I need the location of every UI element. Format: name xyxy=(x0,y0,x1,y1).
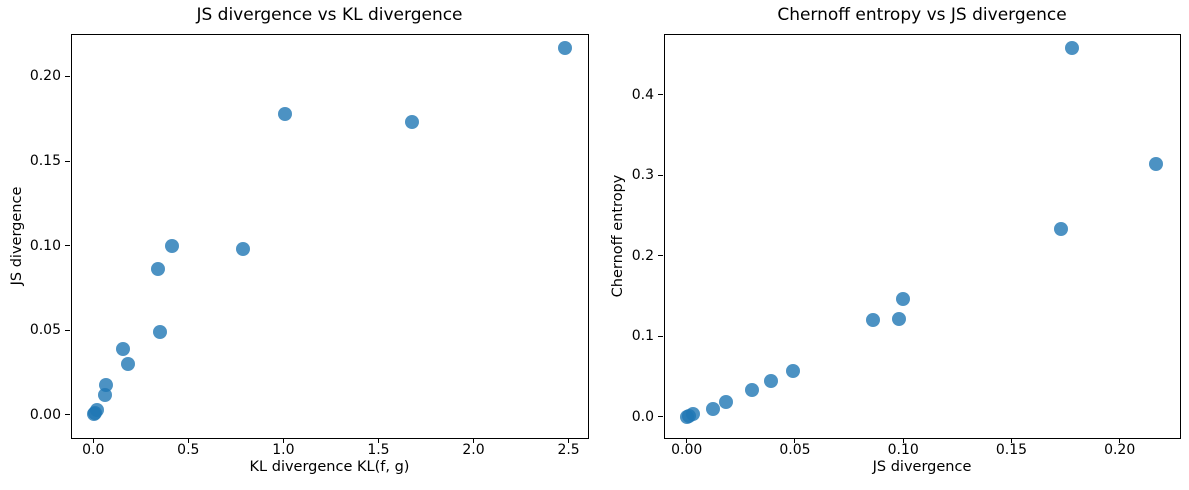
y-tick-label: 0.3 xyxy=(631,167,654,184)
x-tick-label: 0.5 xyxy=(177,442,200,458)
chart-title: JS divergence vs KL divergence xyxy=(196,5,463,25)
y-tick-mark xyxy=(65,329,70,331)
scatter-point xyxy=(865,313,880,328)
y-tick-mark xyxy=(65,414,70,416)
x-tick-label: 0.00 xyxy=(671,442,703,458)
y-tick-label: 0.05 xyxy=(29,322,61,339)
x-tick-label: 0.10 xyxy=(887,442,919,458)
scatter-point xyxy=(785,363,800,378)
y-tick-label: 0.20 xyxy=(29,68,61,85)
y-tick-label: 0.10 xyxy=(29,237,61,254)
scatter-point xyxy=(121,357,136,372)
scatter-point xyxy=(235,242,250,257)
x-tick-label: 0.0 xyxy=(82,442,105,458)
y-tick-label: 0.1 xyxy=(631,328,654,345)
y-tick-mark xyxy=(65,160,70,162)
scatter-point xyxy=(98,377,113,392)
y-tick-label: 0.00 xyxy=(29,406,61,423)
scatter-point xyxy=(744,383,759,398)
scatter-point xyxy=(89,403,104,418)
x-tick-mark xyxy=(282,438,284,443)
y-tick-label: 0.4 xyxy=(631,86,654,103)
x-tick-mark xyxy=(902,438,904,443)
x-tick-label: 0.20 xyxy=(1104,442,1136,458)
scatter-point xyxy=(1065,41,1080,56)
x-tick-mark xyxy=(794,438,796,443)
scatter-point xyxy=(405,115,420,130)
x-tick-mark xyxy=(92,438,94,443)
x-tick-label: 1.0 xyxy=(272,442,295,458)
x-tick-label: 2.5 xyxy=(557,442,580,458)
scatter-point xyxy=(151,262,166,277)
scatter-point xyxy=(115,341,130,356)
chart-title: Chernoff entropy vs JS divergence xyxy=(777,5,1067,25)
scatter-point xyxy=(705,401,720,416)
x-tick-label: 2.0 xyxy=(462,442,485,458)
y-tick-label: 0.0 xyxy=(631,408,654,425)
plot-area xyxy=(71,34,589,439)
x-tick-label: 0.15 xyxy=(995,442,1028,458)
x-tick-mark xyxy=(377,438,379,443)
x-tick-mark xyxy=(187,438,189,443)
scatter-point xyxy=(1149,157,1164,172)
x-tick-mark xyxy=(686,438,688,443)
y-tick-mark xyxy=(658,94,663,96)
scatter-point xyxy=(896,291,911,306)
y-axis-label: Chernoff entropy xyxy=(610,174,626,298)
scatter-point xyxy=(891,311,906,326)
y-tick-mark xyxy=(658,416,663,418)
x-tick-mark xyxy=(1010,438,1012,443)
scatter-point xyxy=(718,394,733,409)
x-axis-label: JS divergence xyxy=(872,459,972,475)
scatter-point xyxy=(557,40,572,55)
scatter-point xyxy=(764,373,779,388)
y-tick-label: 0.2 xyxy=(631,247,654,264)
scatter-point xyxy=(278,106,293,121)
x-tick-mark xyxy=(568,438,570,443)
x-tick-label: 0.05 xyxy=(779,442,811,458)
y-tick-label: 0.15 xyxy=(29,153,61,170)
x-tick-label: 1.5 xyxy=(367,442,390,458)
x-tick-mark xyxy=(473,438,475,443)
scatter-point xyxy=(164,238,179,253)
plot-area xyxy=(664,34,1181,439)
y-tick-mark xyxy=(65,245,70,247)
scatter-point xyxy=(1054,222,1069,237)
y-tick-mark xyxy=(65,75,70,77)
x-axis-label: KL divergence KL(f, g) xyxy=(249,459,410,475)
y-tick-mark xyxy=(658,255,663,257)
scatter-point xyxy=(152,325,167,340)
scatter-point xyxy=(685,407,700,422)
x-tick-mark xyxy=(1119,438,1121,443)
y-tick-mark xyxy=(658,335,663,337)
y-tick-mark xyxy=(658,174,663,176)
